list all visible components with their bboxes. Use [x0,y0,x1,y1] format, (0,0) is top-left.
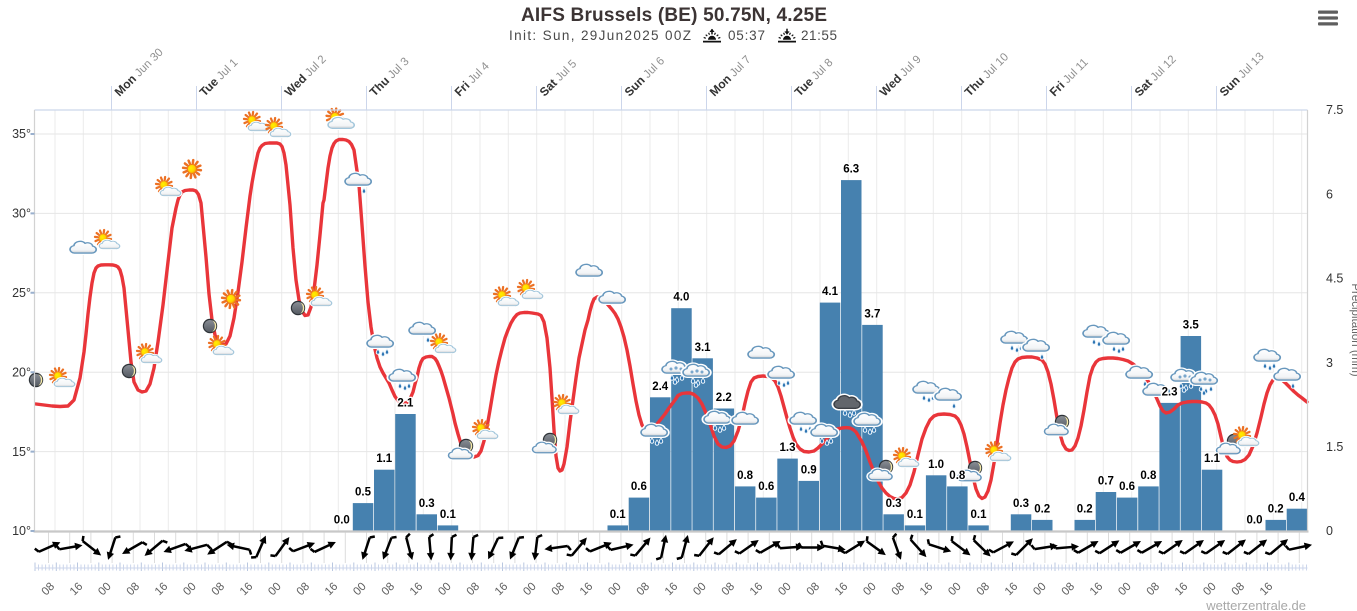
svg-text:15°: 15° [12,445,31,459]
svg-text:2.4: 2.4 [652,381,669,393]
svg-text:wetterzentrale.de: wetterzentrale.de [1205,598,1306,611]
svg-text:0.2: 0.2 [1077,503,1093,515]
svg-text:0.3: 0.3 [1013,498,1029,510]
svg-text:0.0: 0.0 [334,515,350,527]
svg-text:0.9: 0.9 [801,464,817,476]
svg-text:10°: 10° [12,524,31,538]
svg-text:6: 6 [1326,187,1333,201]
svg-text:0.3: 0.3 [886,498,902,510]
svg-text:0.3: 0.3 [419,498,435,510]
svg-text:0.1: 0.1 [440,509,457,521]
svg-text:2.1: 2.1 [397,398,414,410]
svg-text:0.8: 0.8 [1140,470,1157,482]
svg-text:2.3: 2.3 [1162,386,1178,398]
svg-text:0.1: 0.1 [907,509,924,521]
svg-text:1.1: 1.1 [1204,453,1221,465]
svg-text:3: 3 [1326,356,1333,370]
svg-text:0.8: 0.8 [737,470,754,482]
svg-text:2.2: 2.2 [716,392,732,404]
svg-text:0.0: 0.0 [1247,515,1263,527]
svg-text:3.7: 3.7 [864,308,880,320]
svg-text:0.6: 0.6 [758,481,774,493]
svg-text:4.0: 4.0 [673,292,689,304]
svg-text:1.5: 1.5 [1326,440,1343,454]
svg-text:7.5: 7.5 [1326,103,1343,117]
svg-text:0.4: 0.4 [1289,492,1306,504]
svg-text:0.6: 0.6 [631,481,647,493]
svg-text:0.5: 0.5 [355,487,372,499]
svg-text:25°: 25° [12,286,31,300]
svg-text:0.6: 0.6 [1119,481,1135,493]
svg-text:Precipitation (mm): Precipitation (mm) [1349,283,1357,376]
svg-text:20°: 20° [12,365,31,379]
svg-text:0.2: 0.2 [1268,503,1284,515]
svg-text:3.5: 3.5 [1183,320,1200,332]
svg-text:Init: Sun, 29Jun2025 00Z: Init: Sun, 29Jun2025 00Z [509,28,691,43]
svg-text:21:55: 21:55 [801,28,837,43]
svg-text:1.1: 1.1 [376,453,393,465]
svg-text:30°: 30° [12,207,31,221]
svg-text:1.3: 1.3 [780,442,796,454]
svg-text:0.1: 0.1 [971,509,988,521]
svg-text:6.3: 6.3 [843,164,859,176]
svg-text:35°: 35° [12,127,31,141]
svg-text:1.0: 1.0 [928,459,944,471]
svg-text:05:37: 05:37 [728,28,765,43]
svg-text:0.2: 0.2 [1034,503,1050,515]
svg-text:4.5: 4.5 [1326,272,1343,286]
svg-text:4.1: 4.1 [822,286,839,298]
svg-text:0.7: 0.7 [1098,476,1114,488]
svg-text:0.8: 0.8 [949,470,966,482]
svg-text:3.1: 3.1 [695,342,712,354]
svg-text:0.1: 0.1 [610,509,627,521]
svg-text:0: 0 [1326,524,1333,538]
svg-text:AIFS Brussels (BE) 50.75N, 4.2: AIFS Brussels (BE) 50.75N, 4.25E [521,5,827,26]
